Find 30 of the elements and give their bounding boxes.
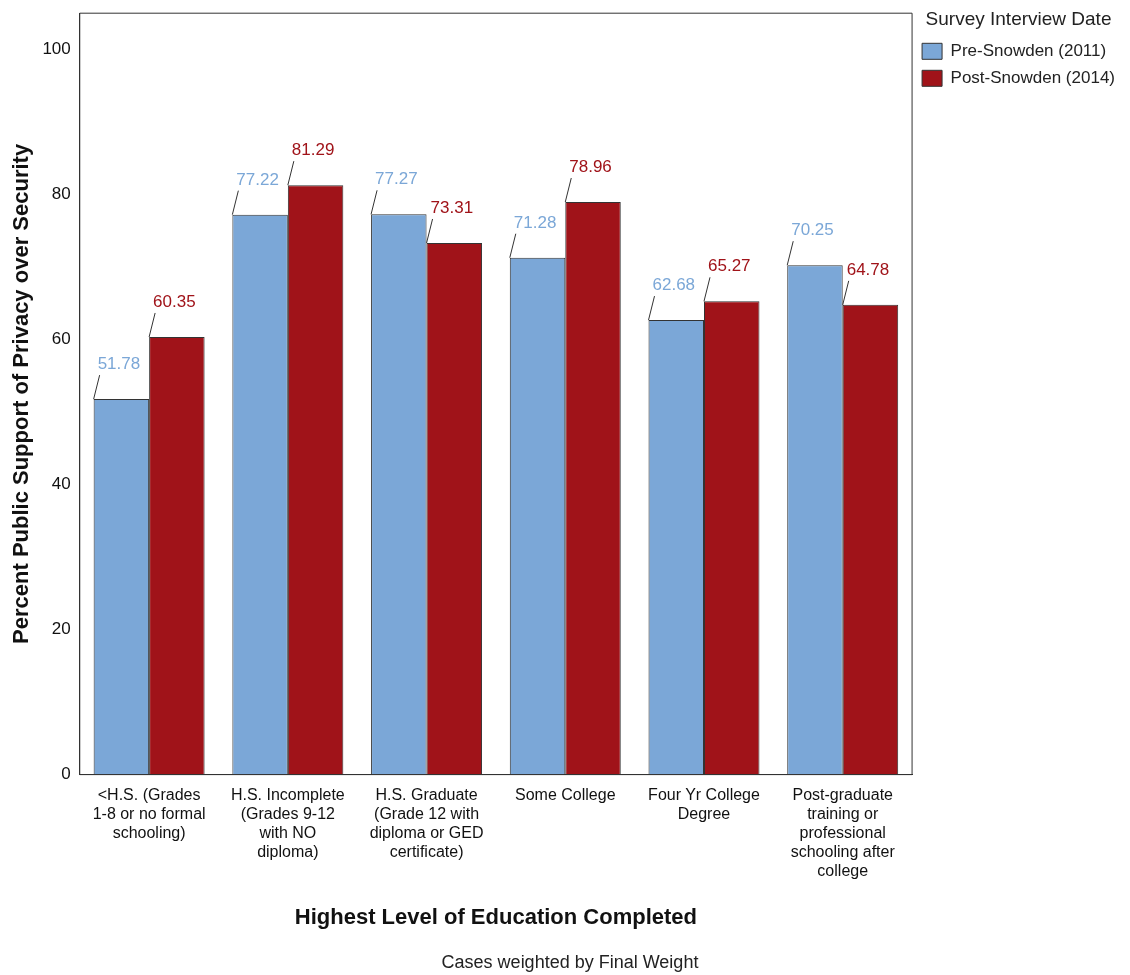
data-label: 77.22: [236, 169, 279, 189]
y-axis-title: Percent Public Support of Privacy over Security: [8, 143, 34, 644]
x-axis-title: Highest Level of Education Completed: [294, 903, 697, 929]
x-tick-label: H.S. Graduate (Grade 12 with diploma or GED certificate): [369, 785, 484, 861]
x-tick-label: Post-graduate training or professional schooling after college: [790, 785, 896, 880]
y-tick-label: 20: [51, 619, 71, 639]
y-tick-label: 0: [61, 764, 71, 784]
y-tick-label: 60: [51, 329, 71, 349]
y-tick-label: 80: [51, 184, 71, 204]
data-label: 78.96: [569, 157, 612, 177]
data-label: 62.68: [652, 275, 696, 295]
data-label: 51.78: [97, 354, 141, 374]
data-label: 70.25: [791, 220, 834, 240]
data-label: 60.35: [153, 292, 196, 312]
legend-label: Post-Snowden (2014): [950, 67, 1116, 87]
data-label: 65.27: [707, 256, 751, 276]
x-tick-label: H.S. Incomplete (Grades 9-12 with NO diploma): [230, 785, 345, 861]
data-label: 73.31: [430, 198, 474, 218]
y-tick-label: 40: [51, 474, 71, 494]
x-tick-label: Some College: [515, 785, 616, 803]
data-label: 64.78: [846, 260, 890, 280]
legend-title: Survey Interview Date: [925, 7, 1112, 29]
x-tick-label: <H.S. (Grades 1-8 or no formal schooling): [92, 785, 206, 842]
y-tick-label: 100: [42, 39, 71, 59]
data-label: 71.28: [513, 212, 557, 232]
x-tick-label: Four Yr College Degree: [648, 785, 760, 822]
text: Cases weighted by Final Weight: [441, 951, 699, 972]
data-label: 81.29: [291, 140, 335, 160]
data-label: 77.27: [375, 169, 418, 189]
legend-label: Pre-Snowden (2011): [950, 40, 1107, 60]
